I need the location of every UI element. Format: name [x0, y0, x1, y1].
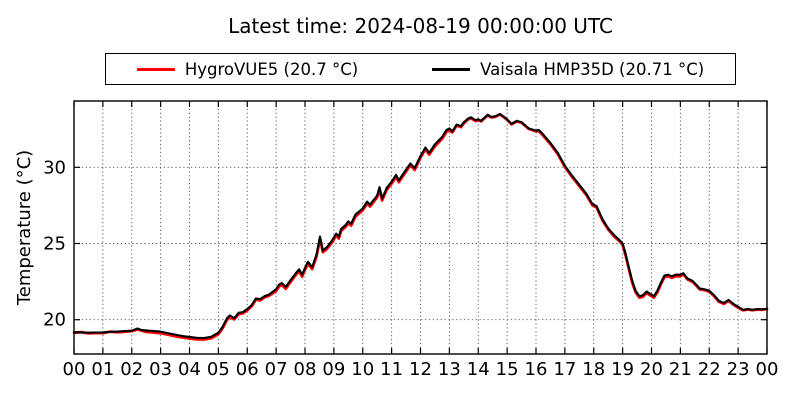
x-tick-label: 17 [553, 359, 576, 380]
tick-marks [73, 101, 768, 354]
x-tick-label: 23 [727, 359, 750, 380]
x-tick-label: 09 [322, 359, 345, 380]
x-tick-label: 12 [409, 359, 432, 380]
x-tick-label: 10 [351, 359, 374, 380]
x-tick-label: 07 [265, 359, 288, 380]
x-tick-label: 11 [380, 359, 403, 380]
x-tick-label: 05 [207, 359, 230, 380]
x-tick-label: 22 [698, 359, 721, 380]
x-tick-label: 19 [611, 359, 634, 380]
x-tick-label: 21 [669, 359, 692, 380]
series-line-vaisala-hmp35d [72, 112, 769, 340]
x-tick-label: 08 [294, 359, 317, 380]
y-tick-label: 25 [43, 234, 66, 255]
legend-item-hygrovue5: HygroVUE5 (20.7 °C) [136, 59, 359, 79]
legend: HygroVUE5 (20.7 °C) Vaisala HMP35D (20.7… [105, 53, 736, 85]
x-tick-label: 13 [438, 359, 461, 380]
x-tick-label: 01 [91, 359, 114, 380]
x-tick-labels: 00 01 02 03 04 05 06 07 08 09 10 11 12 13 14 15 16 17 18 19… [63, 359, 779, 380]
x-tick-label: 14 [467, 359, 490, 380]
x-tick-label: 15 [496, 359, 519, 380]
x-tick-label: 02 [120, 359, 143, 380]
y-tick-labels: 20 25 30 [43, 157, 66, 330]
x-tick-label: 03 [149, 359, 172, 380]
x-tick-label: 00 [63, 359, 86, 380]
legend-label-vaisala: Vaisala HMP35D (20.71 °C) [480, 59, 705, 79]
legend-label-hygrovue5: HygroVUE5 (20.7 °C) [184, 59, 359, 79]
x-tick-label: 18 [582, 359, 605, 380]
x-tick-label: 16 [525, 359, 548, 380]
legend-item-vaisala: Vaisala HMP35D (20.71 °C) [432, 60, 704, 79]
x-tick-label: 00 [756, 359, 779, 380]
grid [73, 101, 768, 354]
vaisala-line-swatch [432, 67, 471, 71]
hygrovue5-line-swatch [136, 67, 175, 71]
y-axis-label: Temperature (°C) [14, 150, 35, 306]
x-tick-label: 04 [178, 359, 201, 380]
chart-title: Latest time: 2024-08-19 00:00:00 UTC [228, 14, 613, 38]
x-tick-label: 06 [236, 359, 259, 380]
y-tick-label: 20 [43, 310, 66, 331]
y-tick-label: 30 [43, 157, 66, 178]
x-tick-label: 20 [640, 359, 663, 380]
